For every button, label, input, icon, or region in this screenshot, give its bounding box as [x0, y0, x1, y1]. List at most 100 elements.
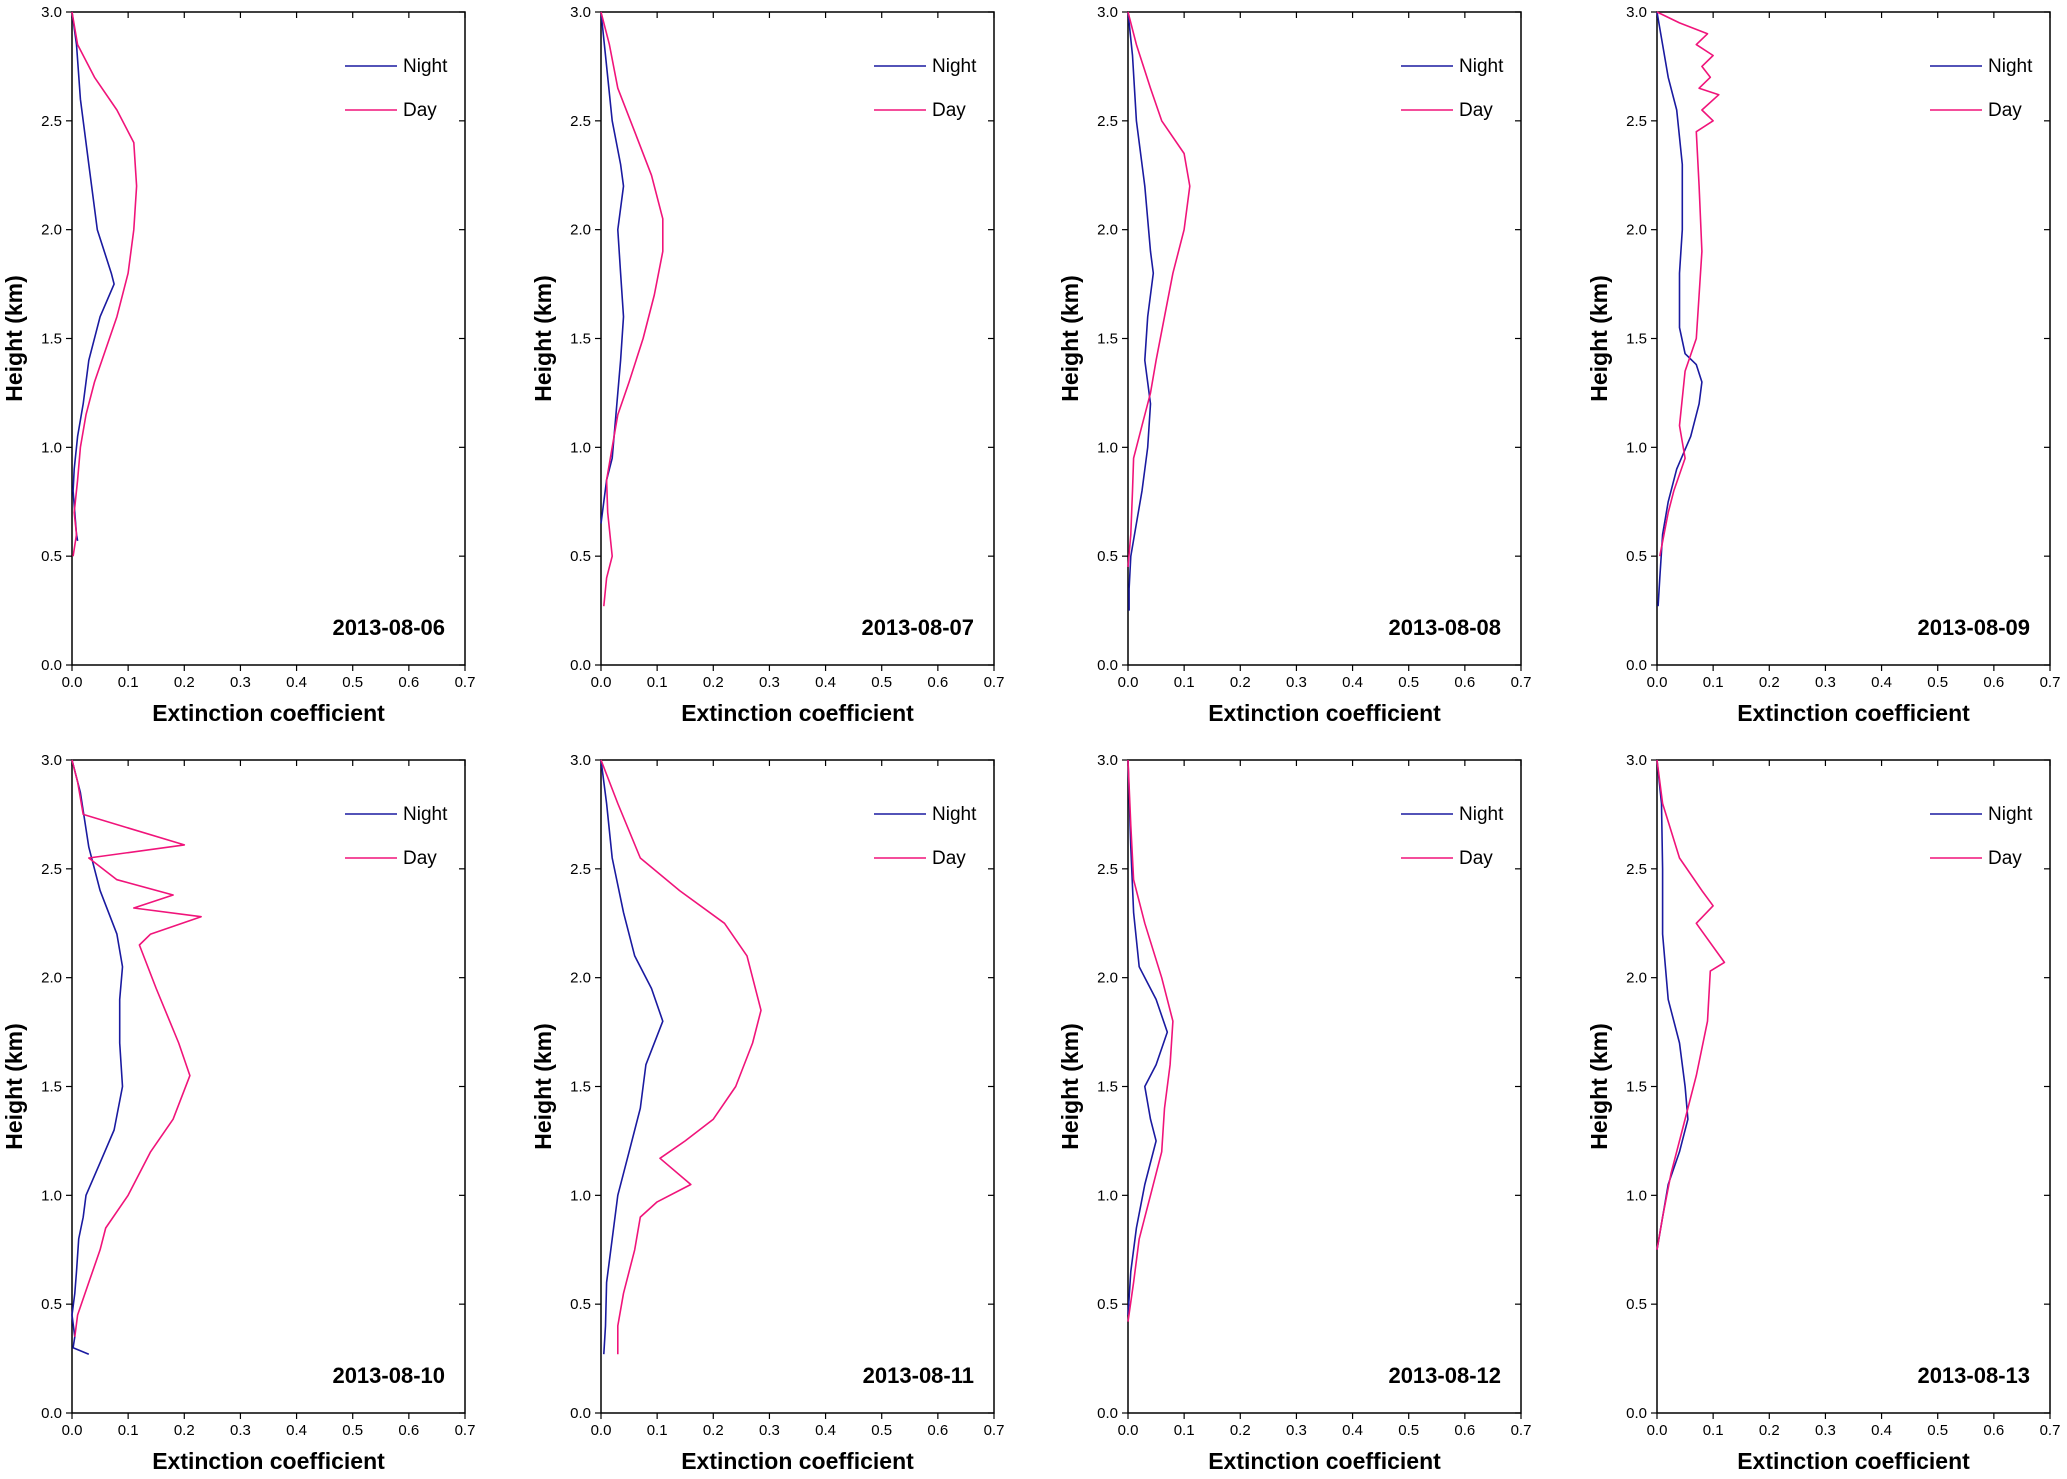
x-tick-label: 0.7: [455, 1422, 476, 1439]
y-tick-label: 0.0: [1626, 1405, 1647, 1422]
y-tick-label: 0.0: [1097, 657, 1118, 674]
panel-date-label: 2013-08-12: [1388, 1363, 1501, 1388]
chart-panel-2013-08-12: 0.0 0.1 0.2 0.3 0.4 0.5 0.6 0.7 0.0 0.5 1.0 1.5 2.0 2…: [1057, 752, 1531, 1474]
x-axis-title: Extinction coefficient: [681, 700, 914, 726]
x-axis-title: Extinction coefficient: [152, 1448, 385, 1474]
x-tick-label: 0.6: [398, 1422, 419, 1439]
y-axis-title: Height (km): [1, 1023, 27, 1150]
legend-label-night: Night: [403, 804, 448, 825]
x-tick-label: 0.2: [703, 1422, 724, 1439]
y-tick-label: 1.5: [1097, 1079, 1118, 1096]
panel-date-label: 2013-08-11: [863, 1363, 974, 1388]
panel-date-label: 2013-08-10: [332, 1363, 445, 1388]
x-axis-title: Extinction coefficient: [1208, 700, 1441, 726]
legend-label-day: Day: [1988, 100, 2022, 121]
x-tick-label: 0.3: [1815, 674, 1836, 691]
y-tick-label: 0.5: [1097, 1296, 1118, 1313]
panel-date-label: 2013-08-13: [1917, 1363, 2030, 1388]
x-tick-label: 0.0: [1647, 1422, 1668, 1439]
legend-label-night: Night: [1988, 56, 2033, 77]
x-tick-label: 0.0: [62, 1422, 83, 1439]
y-tick-label: 3.0: [41, 752, 62, 769]
y-tick-label: 1.5: [570, 1079, 591, 1096]
y-tick-label: 0.0: [570, 657, 591, 674]
x-tick-label: 0.3: [1286, 674, 1307, 691]
legend-label-night: Night: [1459, 56, 1504, 77]
series-line-night: [600, 759, 664, 1355]
x-tick-label: 0.1: [118, 1422, 139, 1439]
y-tick-label: 1.5: [1626, 331, 1647, 348]
x-tick-label: 0.0: [62, 674, 83, 691]
y-tick-label: 0.0: [570, 1405, 591, 1422]
series-line-day: [1656, 759, 1726, 1250]
y-tick-label: 2.5: [1626, 861, 1647, 878]
x-tick-label: 0.3: [1286, 1422, 1307, 1439]
chart-panel-2013-08-08: 0.0 0.1 0.2 0.3 0.4 0.5 0.6 0.7 0.0 0.5 1.0 1.5 2.0 2…: [1057, 4, 1531, 726]
y-tick-label: 1.0: [1626, 439, 1647, 456]
x-tick-label: 0.0: [591, 674, 612, 691]
y-tick-label: 3.0: [570, 752, 591, 769]
x-tick-label: 0.6: [1983, 674, 2004, 691]
panel-date-label: 2013-08-09: [1917, 615, 2030, 640]
x-tick-label: 0.7: [984, 674, 1005, 691]
y-tick-label: 1.0: [1097, 439, 1118, 456]
legend-label-night: Night: [932, 56, 977, 77]
y-tick-label: 0.5: [41, 548, 62, 565]
x-tick-label: 0.7: [1511, 674, 1532, 691]
x-tick-label: 0.1: [1703, 1422, 1724, 1439]
y-tick-label: 1.5: [570, 331, 591, 348]
y-tick-label: 3.0: [1097, 752, 1118, 769]
y-tick-label: 2.0: [41, 970, 62, 987]
chart-panel-2013-08-10: 0.0 0.1 0.2 0.3 0.4 0.5 0.6 0.7 0.0 0.5 1.0 1.5 2.0 2…: [1, 752, 475, 1474]
x-tick-label: 0.0: [1647, 674, 1668, 691]
y-tick-label: 0.5: [1097, 548, 1118, 565]
x-tick-label: 0.2: [174, 674, 195, 691]
y-tick-label: 2.5: [570, 113, 591, 130]
x-tick-label: 0.0: [1118, 1422, 1139, 1439]
chart-panel-2013-08-07: 0.0 0.1 0.2 0.3 0.4 0.5 0.6 0.7 0.0 0.5 1.0 1.5 2.0 2…: [530, 4, 1004, 726]
legend-label-day: Day: [932, 848, 966, 869]
y-tick-label: 2.5: [41, 113, 62, 130]
x-tick-label: 0.6: [1454, 1422, 1475, 1439]
y-tick-label: 2.0: [1626, 970, 1647, 987]
x-tick-label: 0.3: [759, 1422, 780, 1439]
y-tick-label: 1.5: [41, 331, 62, 348]
y-tick-label: 0.5: [570, 1296, 591, 1313]
x-tick-label: 0.1: [1174, 1422, 1195, 1439]
y-tick-label: 2.0: [1097, 970, 1118, 987]
x-tick-label: 0.7: [1511, 1422, 1532, 1439]
x-tick-label: 0.4: [286, 1422, 307, 1439]
series-line-night: [71, 11, 115, 542]
series-line-night: [1127, 11, 1155, 611]
x-tick-label: 0.5: [871, 674, 892, 691]
x-tick-label: 0.1: [118, 674, 139, 691]
x-tick-label: 0.1: [1174, 674, 1195, 691]
x-tick-label: 0.0: [1118, 674, 1139, 691]
x-axis-title: Extinction coefficient: [1737, 700, 1970, 726]
y-tick-label: 1.0: [1626, 1187, 1647, 1204]
x-axis-title: Extinction coefficient: [1737, 1448, 1970, 1474]
y-tick-label: 2.0: [1097, 222, 1118, 239]
x-tick-label: 0.7: [455, 674, 476, 691]
y-axis-title: Height (km): [530, 1023, 556, 1150]
x-tick-label: 0.6: [1983, 1422, 2004, 1439]
x-axis-title: Extinction coefficient: [1208, 1448, 1441, 1474]
x-tick-label: 0.7: [2040, 1422, 2061, 1439]
x-tick-label: 0.4: [1342, 1422, 1363, 1439]
y-axis-title: Height (km): [1, 275, 27, 402]
x-tick-label: 0.5: [342, 674, 363, 691]
y-tick-label: 1.0: [41, 439, 62, 456]
x-tick-label: 0.3: [759, 674, 780, 691]
chart-panel-2013-08-09: 0.0 0.1 0.2 0.3 0.4 0.5 0.6 0.7 0.0 0.5 1.0 1.5 2.0 2…: [1586, 4, 2060, 726]
legend-label-night: Night: [1459, 804, 1504, 825]
y-tick-label: 2.0: [570, 970, 591, 987]
series-line-day: [600, 759, 762, 1355]
y-tick-label: 1.5: [1097, 331, 1118, 348]
y-axis-title: Height (km): [530, 275, 556, 402]
x-tick-label: 0.4: [286, 674, 307, 691]
y-tick-label: 0.0: [41, 657, 62, 674]
legend-label-night: Night: [932, 804, 977, 825]
y-tick-label: 3.0: [1626, 4, 1647, 21]
y-tick-label: 1.0: [1097, 1187, 1118, 1204]
